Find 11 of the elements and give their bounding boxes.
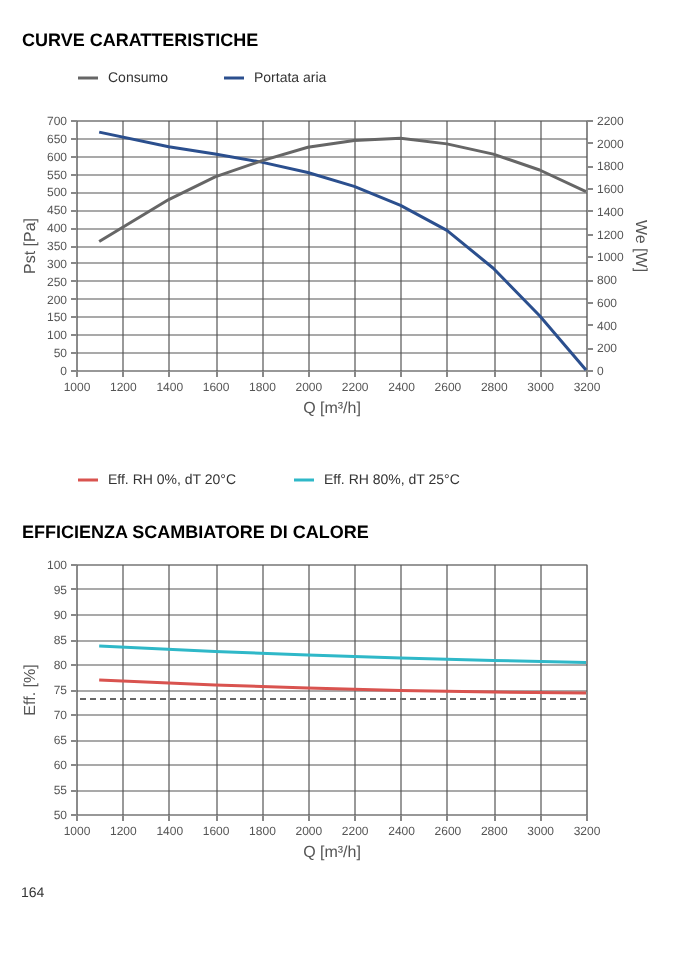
x-axis-title: Q [m³/h] xyxy=(303,843,361,861)
line-series xyxy=(97,678,588,695)
x-axis-title: Q [m³/h] xyxy=(303,399,361,417)
y-axis-title: Eff. [%] xyxy=(20,664,39,716)
y2-axis-title: We [W] xyxy=(631,219,650,273)
chart-title: CURVE CARATTERISTICHE xyxy=(21,30,259,50)
chart-title: EFFICIENZA SCAMBIATORE DI CALORE xyxy=(21,522,369,542)
y-axis-title: Pst [Pa] xyxy=(20,217,39,275)
line-series xyxy=(97,136,588,244)
line-series xyxy=(97,644,588,664)
line-series xyxy=(97,130,588,372)
